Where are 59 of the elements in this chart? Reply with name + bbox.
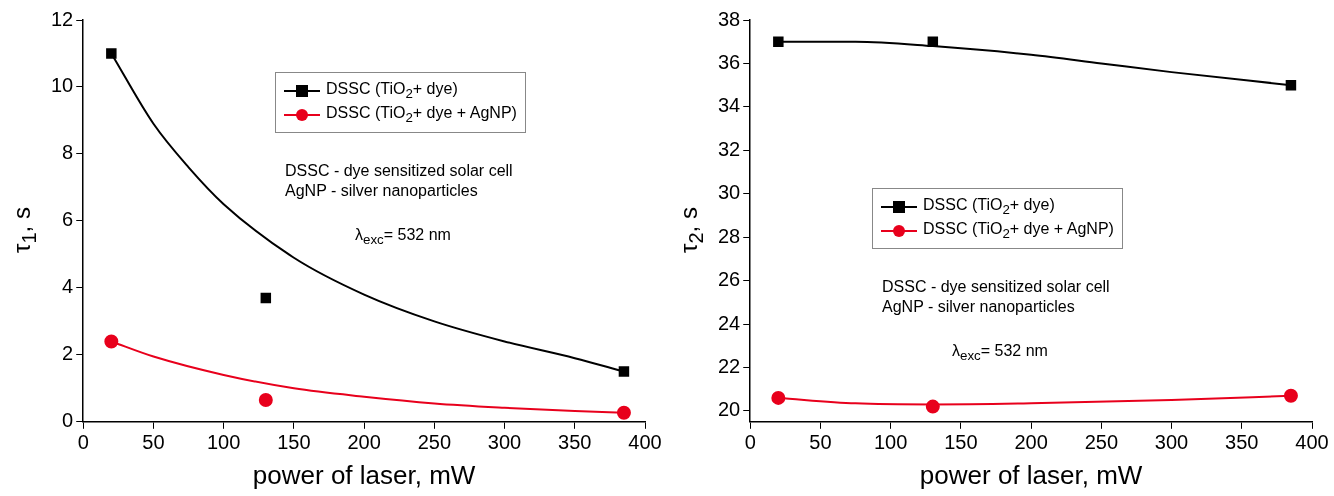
x-tick-label: 400 <box>628 431 662 454</box>
point <box>618 366 630 377</box>
x-tick-label: 100 <box>207 431 241 454</box>
annotation: DSSC - dye sensitized solar cell <box>285 162 513 180</box>
point <box>927 36 939 47</box>
y-tick-label: 26 <box>718 268 741 291</box>
y-tick-label: 28 <box>718 224 741 247</box>
point <box>616 405 631 420</box>
y-tick-label: 4 <box>62 275 74 298</box>
y-tick-label: 0 <box>62 409 74 432</box>
y-tick-label: 2 <box>62 342 74 365</box>
y-tick-label: 30 <box>718 181 741 204</box>
x-tick-label: 0 <box>744 431 756 454</box>
x-tick-label: 150 <box>944 431 978 454</box>
point <box>260 292 272 304</box>
x-tick-label: 200 <box>1014 431 1048 454</box>
x-tick-label: 350 <box>1225 431 1259 454</box>
y-tick-label: 32 <box>718 137 741 160</box>
x-tick-label: 200 <box>347 431 381 454</box>
annotation: λ$_{exc}$= 532 nm <box>951 342 1049 364</box>
legend-label: DSSC (TiO$_{2}$+ dye + AgNP) <box>326 104 517 126</box>
y-tick-label: 10 <box>51 74 74 97</box>
legend-label: DSSC (TiO$_{2}$+ dye + AgNP) <box>923 220 1114 242</box>
annotation: DSSC - dye sensitized solar cell <box>882 278 1110 296</box>
y-tick-label: 22 <box>718 355 741 378</box>
x-axis-title: power of laser, mW <box>252 459 476 490</box>
y-tick-label: 38 <box>718 7 741 30</box>
y-tick-label: 12 <box>51 7 74 30</box>
x-tick-label: 350 <box>558 431 592 454</box>
annotation: AgNP - silver nanoparticles <box>882 298 1076 316</box>
y-tick-label: 34 <box>718 94 741 117</box>
x-tick-label: 50 <box>142 431 165 454</box>
y-tick-label: 8 <box>62 141 74 164</box>
point <box>925 399 940 414</box>
point <box>104 334 119 349</box>
x-axis-title: power of laser, mW <box>919 459 1143 490</box>
x-tick-label: 250 <box>1084 431 1119 454</box>
point <box>258 393 273 408</box>
point <box>1285 79 1297 91</box>
x-tick-label: 400 <box>1295 431 1329 454</box>
x-tick-label: 250 <box>417 431 452 454</box>
point <box>771 390 786 405</box>
annotation: λ$_{exc}$= 532 nm <box>354 226 452 248</box>
annotation: AgNP - silver nanoparticles <box>285 182 479 200</box>
y-tick-label: 24 <box>718 311 741 334</box>
x-tick-label: 0 <box>77 431 89 454</box>
x-tick-label: 100 <box>874 431 908 454</box>
point <box>773 36 784 47</box>
point <box>106 48 117 59</box>
y-tick-label: 36 <box>718 50 741 73</box>
legend-label: DSSC (TiO$_{2}$+ dye) <box>923 196 1055 218</box>
x-tick-label: 300 <box>487 431 522 454</box>
x-tick-label: 50 <box>809 431 832 454</box>
point <box>1283 388 1298 403</box>
legend-label: DSSC (TiO$_{2}$+ dye) <box>326 80 458 102</box>
x-tick-label: 150 <box>277 431 311 454</box>
y-tick-label: 20 <box>718 398 741 421</box>
x-tick-label: 300 <box>1154 431 1189 454</box>
y-tick-label: 6 <box>62 208 74 231</box>
